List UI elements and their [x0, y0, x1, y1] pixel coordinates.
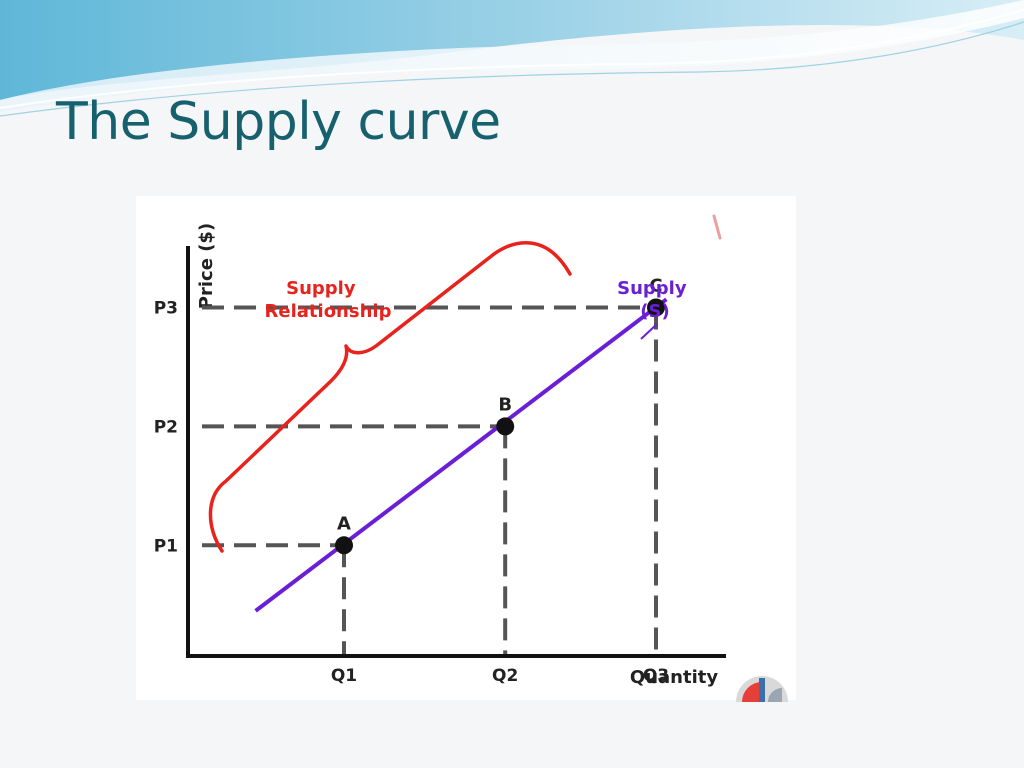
- point-label-b: B: [498, 394, 512, 415]
- supply-series-label-line-2: (S): [640, 301, 669, 322]
- x-tick-label-3: Q3: [643, 666, 669, 686]
- supply-relationship-brace: [208, 241, 572, 553]
- publisher-logo: [736, 676, 788, 702]
- supply-series-label-line-1: Supply: [617, 278, 687, 299]
- x-axis-label: Quantity: [630, 667, 718, 688]
- point-label-c: C: [649, 276, 662, 297]
- chart-panel: Price ($) Quantity P1 Q1 P2 Q2 P3 Q3 A B C Supp…: [136, 196, 796, 700]
- guide-lines: [202, 305, 658, 654]
- point-c: [647, 298, 665, 317]
- x-tick-label-2: Q2: [492, 666, 518, 686]
- y-tick-label-1: P1: [154, 536, 178, 556]
- x-tick-label-1: Q1: [331, 666, 357, 686]
- supply-label-pointer: [640, 323, 658, 340]
- y-axis-label: Price ($): [196, 223, 217, 309]
- point-label-a: A: [337, 513, 351, 534]
- point-b: [496, 417, 515, 436]
- supply-series-line: [254, 297, 668, 613]
- supply-relationship-label-line-1: Supply: [286, 278, 356, 299]
- supply-relationship-label-line-2: Relationship: [265, 301, 392, 322]
- supply-series-label: Supply (S): [617, 278, 693, 322]
- y-tick-label-2: P2: [154, 417, 178, 437]
- data-points: A B C: [335, 276, 665, 555]
- corner-mark: [712, 214, 722, 240]
- supply-relationship-label: Supply Relationship: [265, 278, 392, 322]
- tick-labels: P1 Q1 P2 Q2 P3 Q3: [154, 299, 669, 687]
- supply-chart: Price ($) Quantity P1 Q1 P2 Q2 P3 Q3 A B C Supp…: [154, 214, 726, 688]
- slide-title: The Supply curve: [56, 92, 501, 152]
- point-a: [335, 536, 353, 555]
- y-tick-label-3: P3: [154, 299, 178, 319]
